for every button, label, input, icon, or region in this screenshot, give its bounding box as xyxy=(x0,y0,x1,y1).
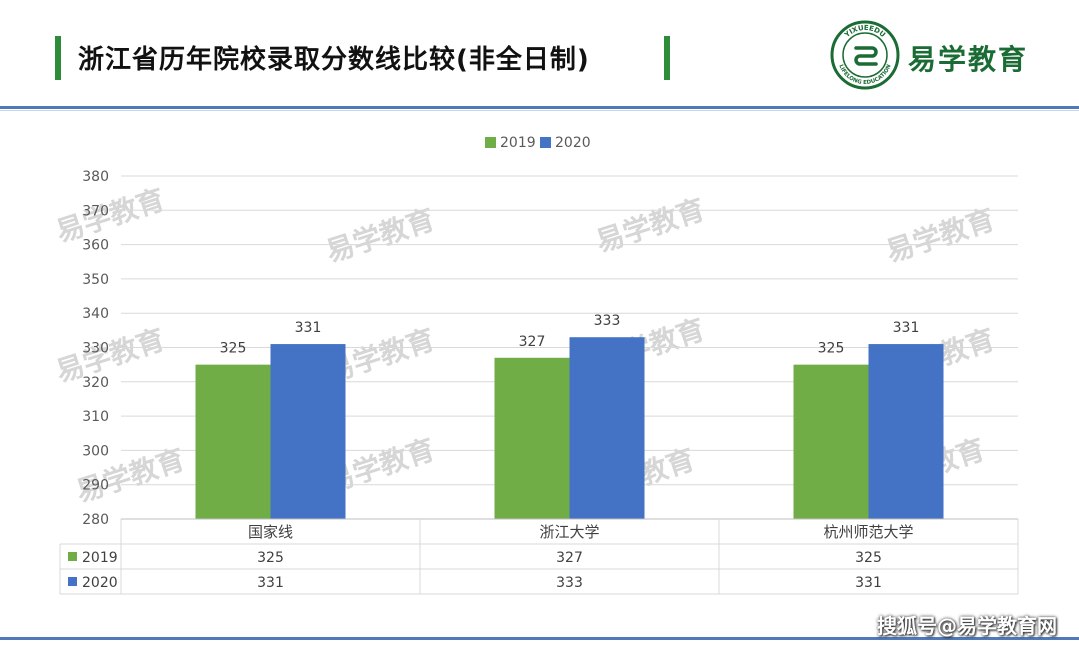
bar-2019 xyxy=(195,364,271,519)
bar-chart: 易学教育易学教育易学教育易学教育易学教育易学教育易学教育易学教育易学教育易学教育… xyxy=(52,135,1019,595)
footer-credit: 搜狐号@易学教育网 xyxy=(877,614,1057,638)
table-cell: 331 xyxy=(257,575,284,591)
data-label: 331 xyxy=(893,320,920,336)
y-tick-label: 330 xyxy=(82,341,109,357)
legend-label-2019: 2019 xyxy=(500,135,536,151)
table-cell: 333 xyxy=(556,575,583,591)
footer-divider xyxy=(0,637,1079,640)
table-series-label: 2020 xyxy=(82,575,118,591)
data-label: 325 xyxy=(818,341,845,357)
watermark-text: 易学教育 xyxy=(322,203,439,269)
bar-2020 xyxy=(569,337,645,519)
bar-2019 xyxy=(793,364,869,519)
watermark-text: 易学教育 xyxy=(882,203,999,269)
chart-area: 易学教育易学教育易学教育易学教育易学教育易学教育易学教育易学教育易学教育易学教育… xyxy=(0,112,1079,634)
watermark-text: 易学教育 xyxy=(592,193,709,259)
table-swatch-2019 xyxy=(68,552,77,561)
brand-name: 易学教育 xyxy=(908,43,1029,76)
watermark-text: 易学教育 xyxy=(52,323,169,389)
y-tick-label: 310 xyxy=(82,409,109,425)
y-tick-label: 360 xyxy=(82,238,109,254)
title-right-accent xyxy=(664,36,670,80)
data-label: 325 xyxy=(220,341,247,357)
page-title: 浙江省历年院校录取分数线比较(非全日制) xyxy=(78,45,590,75)
bar-2020 xyxy=(868,344,944,519)
table-cell: 327 xyxy=(556,550,583,566)
data-label: 331 xyxy=(295,320,322,336)
data-label: 333 xyxy=(594,313,621,329)
title-left-accent xyxy=(55,36,61,80)
header-divider-thin xyxy=(0,110,1079,111)
y-tick-label: 380 xyxy=(82,169,109,185)
brand-logo-icon: YIXUEEDU LIFELONG EDUCATION xyxy=(830,20,900,90)
table-series-label: 2019 xyxy=(82,550,118,566)
bar-2020 xyxy=(270,344,346,519)
legend-label-2020: 2020 xyxy=(555,135,591,151)
y-tick-label: 320 xyxy=(82,375,109,391)
y-tick-label: 340 xyxy=(82,306,109,322)
legend-swatch-2019 xyxy=(485,137,496,148)
watermark-text: 易学教育 xyxy=(52,183,169,249)
y-tick-label: 280 xyxy=(82,512,109,528)
bar-2019 xyxy=(494,357,570,519)
table-cell: 331 xyxy=(855,575,882,591)
y-tick-label: 290 xyxy=(82,478,109,494)
table-cell: 325 xyxy=(855,550,882,566)
y-tick-label: 350 xyxy=(82,272,109,288)
y-tick-label: 370 xyxy=(82,203,109,219)
x-category-label: 浙江大学 xyxy=(539,523,599,541)
data-label: 327 xyxy=(519,334,546,350)
x-category-label: 国家线 xyxy=(248,523,293,541)
x-category-label: 杭州师范大学 xyxy=(823,523,913,541)
header-divider xyxy=(0,106,1079,109)
header: 浙江省历年院校录取分数线比较(非全日制) YIXUEEDU LIFELONG E… xyxy=(0,0,1079,108)
y-tick-label: 300 xyxy=(82,443,109,459)
table-cell: 325 xyxy=(257,550,284,566)
legend-swatch-2020 xyxy=(540,137,551,148)
table-swatch-2020 xyxy=(68,577,77,586)
